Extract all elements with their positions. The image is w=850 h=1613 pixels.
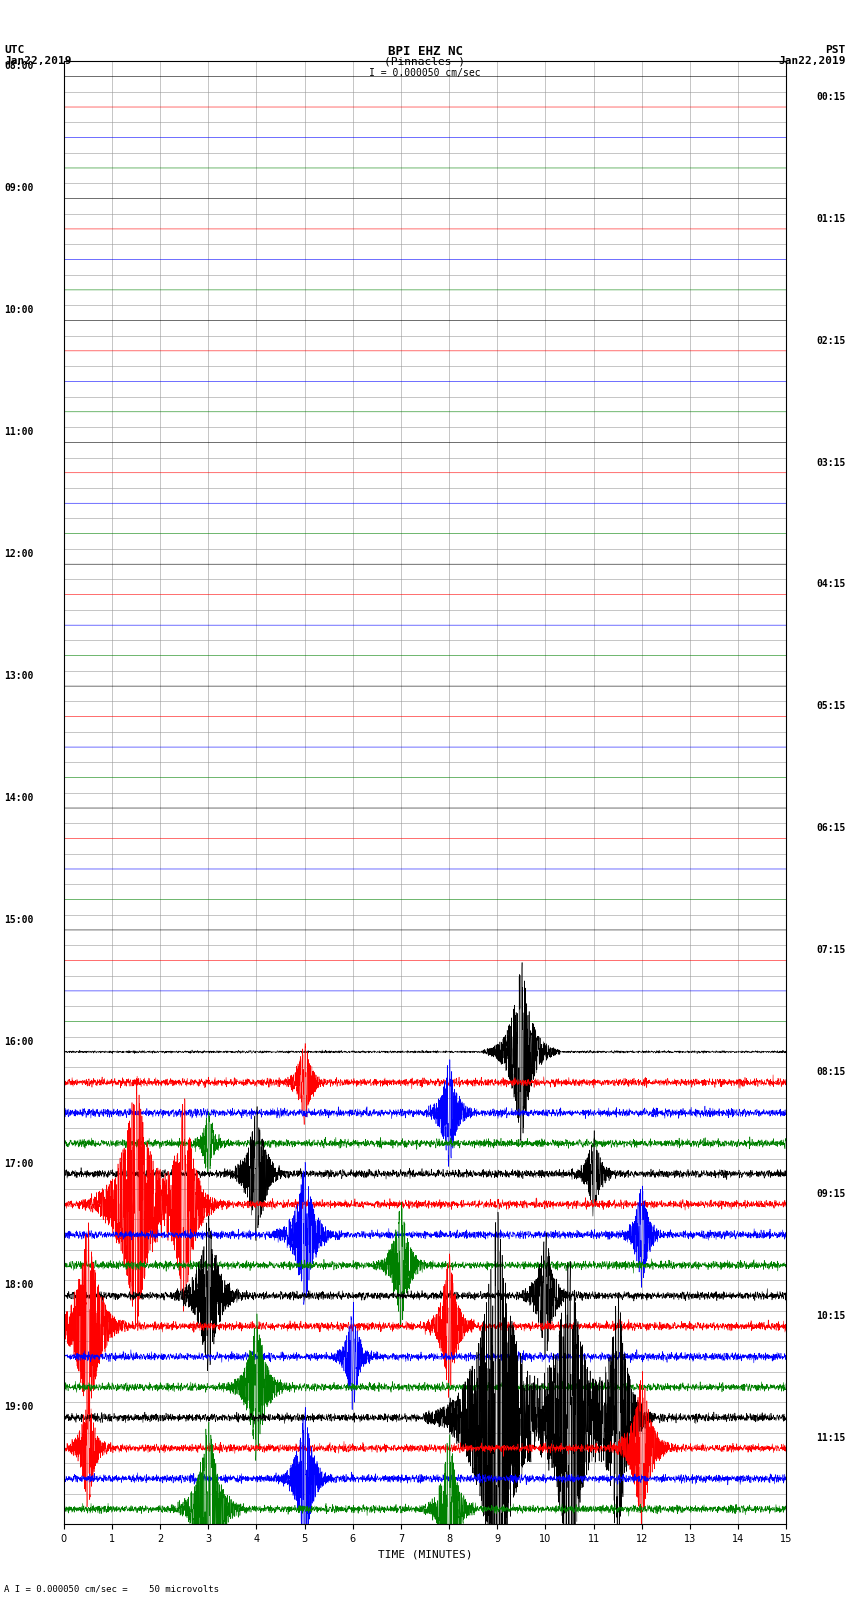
Text: Jan22,2019: Jan22,2019 xyxy=(779,56,846,66)
Text: 11:15: 11:15 xyxy=(816,1432,846,1444)
Text: 17:00: 17:00 xyxy=(4,1158,34,1168)
Text: 10:15: 10:15 xyxy=(816,1311,846,1321)
Text: 13:00: 13:00 xyxy=(4,671,34,681)
Text: 09:15: 09:15 xyxy=(816,1189,846,1198)
Text: 11:00: 11:00 xyxy=(4,427,34,437)
Text: BPI EHZ NC: BPI EHZ NC xyxy=(388,45,462,58)
Text: PST: PST xyxy=(825,45,846,55)
Text: 05:15: 05:15 xyxy=(816,702,846,711)
Text: 09:00: 09:00 xyxy=(4,184,34,194)
Text: 03:15: 03:15 xyxy=(816,458,846,468)
Text: (Pinnacles ): (Pinnacles ) xyxy=(384,56,466,66)
Text: 12:00: 12:00 xyxy=(4,548,34,560)
Text: 16:00: 16:00 xyxy=(4,1037,34,1047)
Text: 08:00: 08:00 xyxy=(4,61,34,71)
Text: 00:15: 00:15 xyxy=(816,92,846,102)
Text: 18:00: 18:00 xyxy=(4,1281,34,1290)
Text: Jan22,2019: Jan22,2019 xyxy=(4,56,71,66)
Text: 14:00: 14:00 xyxy=(4,794,34,803)
Text: 06:15: 06:15 xyxy=(816,823,846,834)
Text: 08:15: 08:15 xyxy=(816,1068,846,1077)
Text: A I = 0.000050 cm/sec =    50 microvolts: A I = 0.000050 cm/sec = 50 microvolts xyxy=(4,1584,219,1594)
Text: 15:00: 15:00 xyxy=(4,915,34,924)
Text: 19:00: 19:00 xyxy=(4,1402,34,1413)
Text: 02:15: 02:15 xyxy=(816,336,846,345)
Text: 01:15: 01:15 xyxy=(816,213,846,224)
Text: 04:15: 04:15 xyxy=(816,579,846,589)
X-axis label: TIME (MINUTES): TIME (MINUTES) xyxy=(377,1550,473,1560)
Text: UTC: UTC xyxy=(4,45,25,55)
Text: 07:15: 07:15 xyxy=(816,945,846,955)
Text: 10:00: 10:00 xyxy=(4,305,34,315)
Text: I = 0.000050 cm/sec: I = 0.000050 cm/sec xyxy=(369,68,481,77)
